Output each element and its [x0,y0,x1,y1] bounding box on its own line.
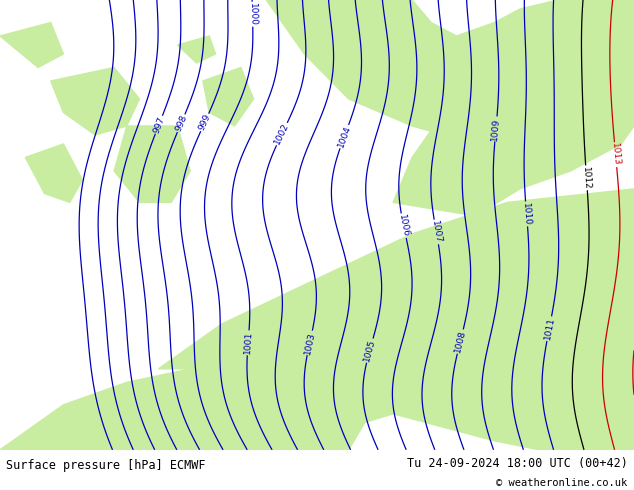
Polygon shape [266,0,634,144]
Polygon shape [178,36,216,63]
Text: 1008: 1008 [453,329,467,354]
Polygon shape [0,23,63,68]
Text: 998: 998 [174,114,189,133]
Text: 1010: 1010 [521,202,532,226]
Polygon shape [25,144,82,202]
Text: 1011: 1011 [543,317,556,341]
Polygon shape [158,189,634,369]
Text: 997: 997 [152,115,166,134]
Polygon shape [203,68,254,126]
Text: Surface pressure [hPa] ECMWF: Surface pressure [hPa] ECMWF [6,459,206,471]
Polygon shape [114,126,190,202]
Text: 1000: 1000 [248,2,257,26]
Text: 1013: 1013 [610,143,621,167]
Text: 1003: 1003 [303,331,316,355]
Text: Tu 24-09-2024 18:00 UTC (00+42): Tu 24-09-2024 18:00 UTC (00+42) [407,457,628,470]
Text: 1009: 1009 [491,117,501,141]
Text: 1001: 1001 [243,331,254,355]
Text: 1012: 1012 [581,166,592,190]
Text: 1005: 1005 [363,338,377,363]
Text: 1007: 1007 [430,220,443,244]
Text: 1004: 1004 [336,124,353,149]
Polygon shape [241,202,634,450]
Polygon shape [51,68,139,135]
Text: 1006: 1006 [397,214,410,238]
Text: 1002: 1002 [273,122,291,147]
Polygon shape [393,0,634,216]
Text: © weatheronline.co.uk: © weatheronline.co.uk [496,478,628,488]
Text: 999: 999 [197,113,212,132]
Polygon shape [0,360,380,450]
